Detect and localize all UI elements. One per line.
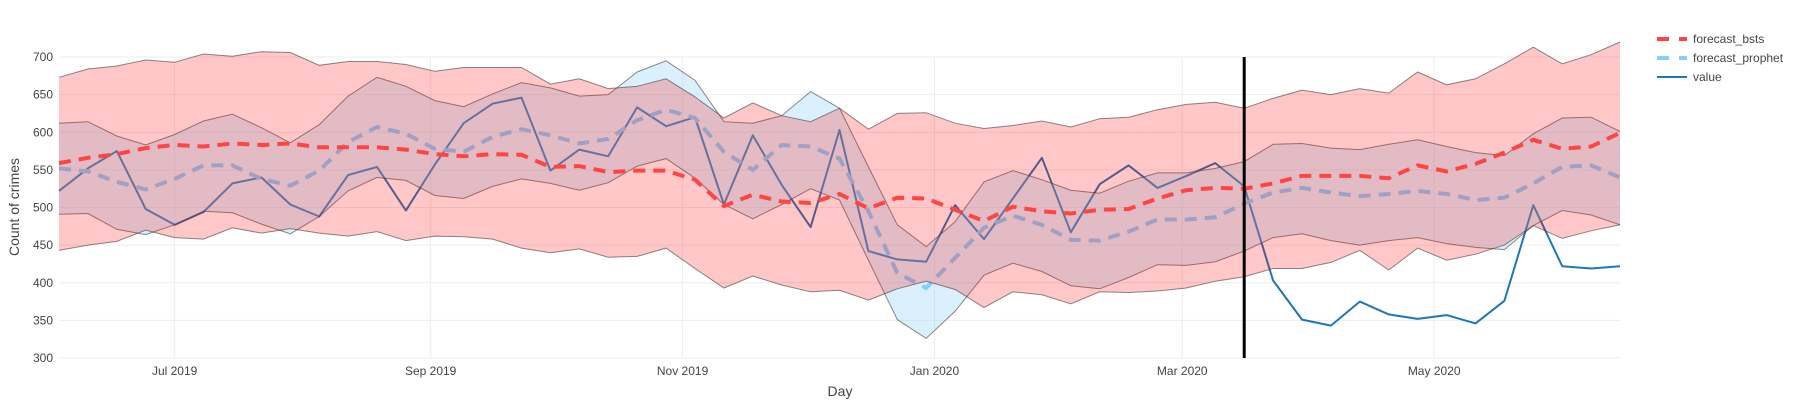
x-axis-ticks: Jul 2019 Sep 2019 Nov 2019 Jan 2020 Mar 2020… [152, 364, 1461, 378]
y-tick-label: 550 [33, 163, 53, 177]
legend-item-forecast-prophet: forecast_prophet [1657, 51, 1784, 65]
gridlines [59, 56, 1620, 359]
x-axis-title: Day [828, 383, 853, 399]
forecast-bsts-lower-line [58, 224, 1621, 309]
y-axis-title: Count of crimes [6, 158, 22, 256]
y-axis-ticks: 300 350 400 450 500 550 600 650 700 [33, 50, 53, 365]
forecast-prophet-lower-line [58, 158, 1621, 340]
x-tick-label: Mar 2020 [1157, 364, 1208, 378]
confidence-bands [58, 41, 1621, 340]
x-tick-label: May 2020 [1408, 364, 1461, 378]
legend-item-forecast-bsts: forecast_bsts [1657, 32, 1764, 46]
legend-label: forecast_prophet [1693, 51, 1784, 65]
y-tick-label: 600 [33, 125, 53, 139]
forecast-bsts-series [58, 131, 1621, 224]
legend-label: forecast_bsts [1693, 32, 1764, 46]
y-tick-label: 650 [33, 88, 53, 102]
y-tick-label: 500 [33, 201, 53, 215]
x-tick-label: Nov 2019 [657, 364, 709, 378]
legend-item-value: value [1657, 70, 1722, 84]
y-tick-label: 700 [33, 50, 53, 64]
y-tick-label: 300 [33, 351, 53, 365]
y-tick-label: 400 [33, 276, 53, 290]
forecast-bsts-band [59, 42, 1620, 308]
legend-label: value [1693, 70, 1722, 84]
x-tick-label: Sep 2019 [405, 364, 457, 378]
x-tick-label: Jul 2019 [152, 364, 198, 378]
forecast-bsts-upper-line [58, 41, 1621, 130]
x-tick-label: Jan 2020 [910, 364, 960, 378]
y-tick-label: 450 [33, 238, 53, 252]
y-tick-label: 350 [33, 313, 53, 327]
